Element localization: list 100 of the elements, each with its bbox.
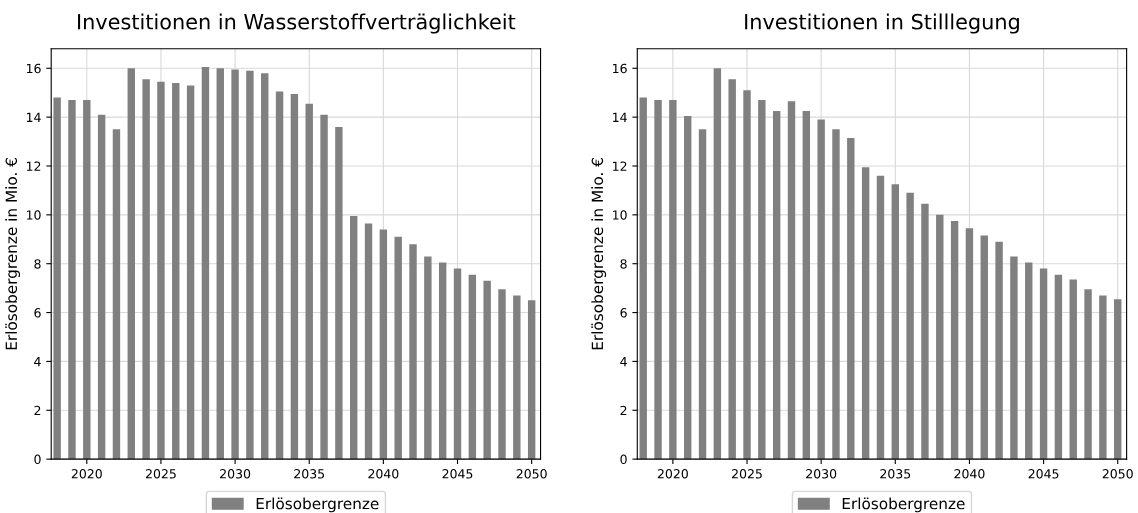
x-tick-label: 2025 <box>145 469 176 479</box>
bar <box>409 244 417 460</box>
bar <box>1010 256 1018 460</box>
y-tick-label: 10 <box>613 210 627 220</box>
bar <box>728 79 736 460</box>
bar <box>201 67 210 460</box>
x-tick-label: 2040 <box>368 469 399 479</box>
bar <box>216 68 224 460</box>
y-axis-title: Erlösobergrenze in Mio. € <box>591 158 607 350</box>
bar <box>112 129 121 460</box>
bar <box>97 114 106 460</box>
bar <box>68 100 76 460</box>
bar <box>921 203 929 460</box>
y-tick-label: 4 <box>620 357 627 367</box>
bar <box>320 114 328 460</box>
bar <box>639 97 647 460</box>
bar <box>483 280 491 460</box>
bar <box>743 90 751 460</box>
y-tick-label: 0 <box>620 454 627 465</box>
y-tick-label: 12 <box>613 161 627 171</box>
bar <box>186 85 195 460</box>
bar <box>1069 279 1077 460</box>
bar <box>713 68 722 460</box>
bar <box>246 70 254 460</box>
bar <box>275 91 284 460</box>
bar <box>305 103 313 460</box>
bar <box>1114 299 1122 460</box>
x-tick-label: 2045 <box>442 469 473 479</box>
bar <box>936 214 944 460</box>
x-tick-label: 2035 <box>294 469 325 479</box>
legend-label: Erlösobergrenze <box>842 497 965 513</box>
bar <box>231 69 239 460</box>
bar <box>1025 262 1033 460</box>
bar <box>669 100 677 460</box>
x-tick-label: 2030 <box>806 469 837 479</box>
y-tick-label: 10 <box>26 210 41 220</box>
y-tick-label: 14 <box>26 112 41 122</box>
bar <box>364 223 373 460</box>
bar <box>453 268 462 460</box>
bar <box>1099 295 1107 460</box>
y-tick-label: 16 <box>26 63 41 74</box>
bar <box>965 228 974 460</box>
bar <box>468 274 477 460</box>
bar <box>832 129 840 460</box>
y-tick-label: 8 <box>34 259 41 269</box>
bar <box>654 100 662 460</box>
x-tick-label: 2045 <box>1028 469 1059 479</box>
x-tick-label: 2050 <box>516 469 547 479</box>
x-tick-label: 2030 <box>220 469 251 479</box>
bar <box>438 262 447 460</box>
bar <box>335 126 343 460</box>
x-tick-label: 2040 <box>954 469 985 479</box>
bar <box>172 82 180 460</box>
bar <box>142 79 150 460</box>
bar <box>817 119 825 460</box>
bar <box>394 236 402 460</box>
bar <box>127 68 135 460</box>
bar <box>513 295 521 460</box>
bar <box>261 73 269 460</box>
y-tick-label: 4 <box>34 357 41 367</box>
bar <box>290 93 299 460</box>
bar <box>83 100 91 460</box>
y-tick-label: 2 <box>620 405 627 416</box>
bar <box>787 101 796 460</box>
y-tick-label: 8 <box>620 259 627 269</box>
bar <box>847 137 855 460</box>
x-tick-label: 2020 <box>71 469 102 479</box>
bar <box>950 220 959 460</box>
bar <box>802 111 811 460</box>
bar <box>861 167 870 460</box>
y-tick-label: 16 <box>613 63 627 74</box>
y-axis-title: Erlösobergrenze in Mio. € <box>5 158 21 350</box>
y-tick-label: 6 <box>34 308 41 318</box>
bar <box>157 81 165 460</box>
bar <box>698 129 707 460</box>
x-tick-label: 2025 <box>732 469 762 479</box>
bar <box>995 241 1003 460</box>
bar <box>683 115 692 460</box>
y-tick-label: 14 <box>613 112 627 122</box>
bar <box>527 300 536 460</box>
bar <box>980 235 988 460</box>
bar <box>876 175 885 460</box>
chart-title: Investitionen in Stilllegung <box>745 13 1019 34</box>
bar <box>350 216 358 460</box>
y-tick-label: 0 <box>34 454 41 465</box>
bar <box>758 100 766 460</box>
bar <box>53 97 61 460</box>
bar <box>1054 274 1063 460</box>
bar <box>1084 289 1092 460</box>
bar <box>906 192 914 460</box>
y-tick-label: 6 <box>620 308 627 318</box>
x-tick-label: 2020 <box>657 469 688 479</box>
bar <box>772 111 781 460</box>
x-tick-label: 2035 <box>880 469 911 479</box>
chart-title: Investitionen in Wasserstoffverträglichkeit <box>78 13 516 34</box>
y-tick-label: 2 <box>34 405 41 416</box>
bar <box>424 256 432 460</box>
bar <box>891 184 899 460</box>
y-tick-label: 12 <box>26 161 41 171</box>
bar <box>1039 268 1048 460</box>
